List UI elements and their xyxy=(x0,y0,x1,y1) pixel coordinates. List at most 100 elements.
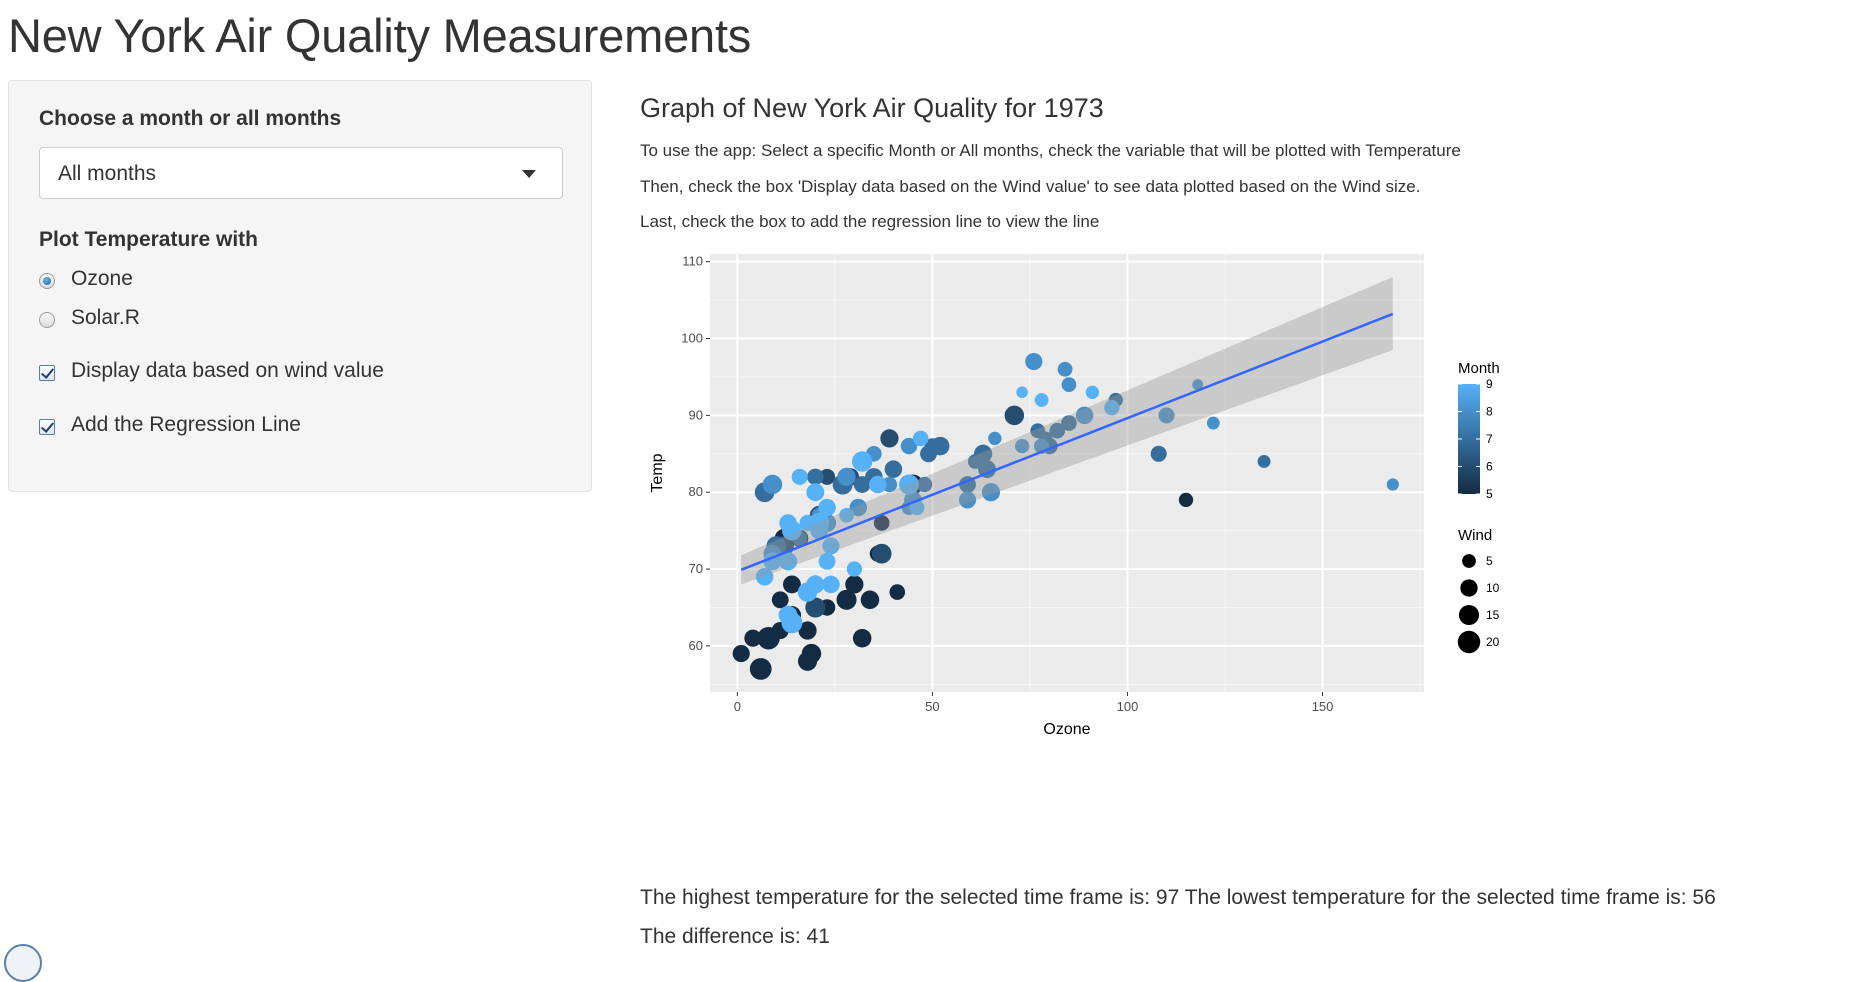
wind-legend-label: 5 xyxy=(1486,554,1493,568)
y-tick-label: 70 xyxy=(689,561,703,576)
data-point xyxy=(822,575,840,594)
data-point xyxy=(782,520,802,541)
data-point xyxy=(880,429,899,448)
data-point xyxy=(1025,353,1043,371)
page-title: New York Air Quality Measurements xyxy=(8,9,752,62)
data-point xyxy=(988,431,1002,446)
wind-legend-key xyxy=(1462,554,1476,568)
main-panel: Graph of New York Air Quality for 1973 T… xyxy=(640,0,1866,952)
y-tick-label: 60 xyxy=(689,638,703,653)
sidebar-panel: Choose a month or all months All months … xyxy=(8,80,592,492)
confidence-band xyxy=(741,277,1393,585)
month-select[interactable]: All months xyxy=(39,147,563,199)
month-select-label: Choose a month or all months xyxy=(39,107,342,130)
data-point xyxy=(806,575,825,594)
y-tick-label: 90 xyxy=(689,407,703,422)
instruction-line: Last, check the box to add the regressio… xyxy=(640,212,1100,231)
data-point xyxy=(805,597,826,618)
radio-button[interactable] xyxy=(39,312,55,328)
regression-line xyxy=(740,312,1394,571)
data-point xyxy=(900,437,918,455)
data-point xyxy=(1257,455,1271,468)
y-tick-label: 110 xyxy=(682,254,703,269)
data-point xyxy=(1158,407,1175,424)
x-tick-label: 0 xyxy=(734,699,741,714)
checkbox-regression-label: Add the Regression Line xyxy=(71,413,301,436)
checkbox-wind[interactable]: Display data based on wind value xyxy=(39,359,419,389)
data-point xyxy=(1014,438,1030,454)
data-point xyxy=(846,561,862,577)
data-point xyxy=(1016,386,1028,399)
checkbox[interactable] xyxy=(39,419,55,435)
data-point xyxy=(822,537,840,555)
month-legend-label: 8 xyxy=(1486,405,1493,419)
data-point xyxy=(818,498,836,517)
data-point xyxy=(1049,422,1066,439)
data-point xyxy=(836,589,857,610)
data-point xyxy=(749,658,772,680)
data-point xyxy=(818,552,836,570)
wind-legend-key xyxy=(1460,579,1478,597)
scatter-plot: 0 50 100 150 60 70 80 90 100 110 Ozone Temp Month 5 6 7… xyxy=(649,254,1500,738)
instruction-line: Then, check the box 'Display data based … xyxy=(640,177,1421,196)
data-point xyxy=(1061,377,1077,393)
radio-ozone-label: Ozone xyxy=(71,267,133,290)
temperature-difference: The difference is: 41 xyxy=(640,925,830,948)
data-point xyxy=(771,591,789,609)
month-legend-label: 5 xyxy=(1486,487,1493,501)
checkbox-regression[interactable]: Add the Regression Line xyxy=(39,413,419,443)
month-legend-title: Month xyxy=(1458,360,1500,377)
data-point xyxy=(1206,416,1220,430)
x-axis-title: Ozone xyxy=(1043,721,1090,738)
data-point xyxy=(1034,393,1049,407)
checkbox[interactable] xyxy=(39,365,55,381)
data-point xyxy=(860,590,880,610)
data-point xyxy=(881,476,898,493)
data-point xyxy=(744,629,762,647)
data-point xyxy=(1178,492,1194,508)
data-point xyxy=(924,438,941,454)
data-point xyxy=(791,468,808,485)
x-tick-label: 50 xyxy=(925,699,939,714)
data-point xyxy=(782,575,801,594)
data-point xyxy=(755,567,774,586)
radio-solar-r[interactable]: Solar.R xyxy=(39,306,239,336)
data-point xyxy=(898,474,920,495)
y-tick-label: 80 xyxy=(689,484,703,499)
data-point xyxy=(839,507,854,523)
data-point xyxy=(852,628,872,648)
wind-legend-label: 20 xyxy=(1486,635,1500,649)
data-point xyxy=(809,512,830,534)
wind-legend-key xyxy=(1458,604,1480,626)
data-point xyxy=(807,468,824,486)
data-point xyxy=(819,468,836,485)
data-point xyxy=(873,515,890,531)
data-point xyxy=(797,651,818,671)
data-point xyxy=(1150,445,1167,462)
wind-legend-label: 10 xyxy=(1486,581,1500,595)
data-point xyxy=(732,645,750,663)
data-point xyxy=(837,467,856,486)
data-point xyxy=(1104,400,1120,416)
data-point xyxy=(845,575,864,594)
data-point xyxy=(1386,478,1399,491)
data-point xyxy=(916,476,933,493)
data-point xyxy=(889,584,906,600)
y-axis-title: Temp xyxy=(649,453,666,492)
temperature-summary: The highest temperature for the selected… xyxy=(640,886,1716,909)
x-tick-label: 100 xyxy=(1117,699,1139,714)
checkbox-wind-label: Display data based on wind value xyxy=(71,359,384,382)
data-point xyxy=(1085,385,1100,399)
data-point xyxy=(849,498,868,517)
wind-legend-title: Wind xyxy=(1458,527,1492,544)
radio-ozone[interactable]: Ozone xyxy=(39,267,239,297)
data-point xyxy=(958,491,977,509)
data-point xyxy=(778,552,798,571)
data-point xyxy=(851,451,873,472)
plot-with-label: Plot Temperature with xyxy=(39,228,258,251)
data-point xyxy=(781,612,803,634)
data-point xyxy=(974,444,993,463)
app-logo-icon xyxy=(4,944,42,982)
radio-button[interactable] xyxy=(39,273,55,289)
data-point xyxy=(884,460,903,478)
